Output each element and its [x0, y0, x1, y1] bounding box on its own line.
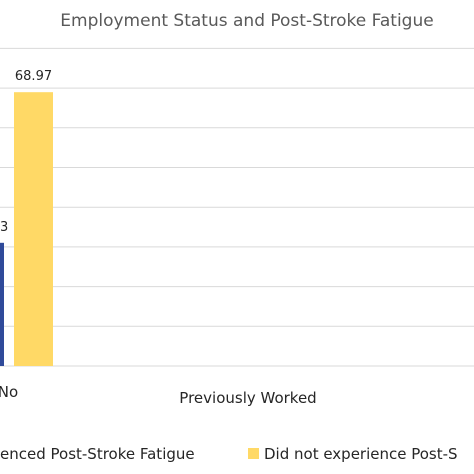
bars [0, 92, 53, 367]
gridlines [0, 47, 474, 367]
legend-label-experienced: enced Post-Stroke Fatigue [0, 445, 195, 463]
legend-label-did-not-experience: Did not experience Post-S [264, 445, 458, 463]
data-labels: 368.97 [0, 69, 52, 235]
data-label: 3 [0, 220, 8, 235]
chart-title: Employment Status and Post-Stroke Fatigu… [60, 11, 433, 31]
legend: enced Post-Stroke Fatigue Did not experi… [0, 445, 458, 463]
data-label: 68.97 [15, 69, 52, 84]
category-label: No [0, 383, 18, 401]
legend-swatch-did-not-experience [248, 448, 259, 459]
bar-experienced [0, 242, 4, 366]
x-axis-title: Previously Worked [179, 389, 316, 407]
bar-did-not-experience [14, 92, 53, 367]
